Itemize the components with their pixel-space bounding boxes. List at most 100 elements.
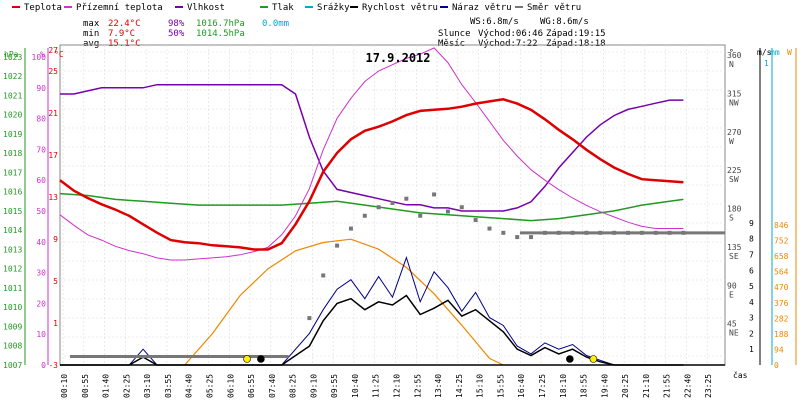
axis-percent-tick: 30 [36, 269, 46, 278]
x-tick-label: 06:55 [247, 374, 256, 398]
axis-celsius-tick: 27 [48, 46, 58, 55]
axis-direction-tick: SE [729, 252, 739, 261]
series-wind-speed [60, 294, 684, 366]
stats-moon-set: Západ:18:18 [546, 39, 606, 49]
legend-entry: Rychlost větru [362, 3, 438, 13]
series-layer [59, 47, 725, 366]
axis-watt-tick: 470 [774, 283, 789, 292]
axis-celsius-tick: 5 [53, 277, 58, 286]
axis-hpa-tick: 1017 [3, 168, 22, 177]
wind-direction-point [487, 226, 492, 231]
axis-degree-tick: 180 [727, 205, 742, 214]
axis-percent-label: % [40, 50, 45, 59]
axis-mm-label: mm [770, 48, 780, 57]
axis-watt-tick: 282 [774, 314, 789, 323]
stats-ws: WS:6.8m/s [470, 17, 519, 27]
x-tick-label: 18:55 [580, 374, 589, 398]
axis-celsius-tick: -3 [48, 361, 58, 370]
x-tick-label: 14:25 [455, 374, 464, 398]
axis-watt-tick: 846 [774, 221, 789, 230]
x-tick-label: 09:10 [309, 374, 318, 398]
axis-celsius-tick: 25 [48, 67, 58, 76]
x-tick-label: 03:55 [164, 374, 173, 398]
axis-hpa-tick: 1007 [3, 361, 22, 370]
x-tick-label: 17:25 [538, 374, 547, 398]
wind-direction-point [307, 316, 312, 321]
axis-hpa-tick: 1009 [3, 322, 22, 331]
x-tick-label: 23:25 [704, 374, 713, 398]
x-tick-label: 06:10 [226, 374, 235, 398]
axis-ms-tick: 5 [749, 282, 754, 291]
series-solar [184, 238, 504, 366]
axis-ms-tick: 1 [749, 345, 754, 354]
stats-moon-rise: Východ:7:22 [478, 39, 538, 49]
x-axis-label: čas [733, 370, 748, 380]
stats-rain: 0.0mm [262, 19, 289, 29]
legend-entry: Vlhkost [187, 3, 225, 13]
axis-degree-label: ° [729, 48, 734, 57]
axis-degree-tick: 360 [727, 51, 742, 60]
axis-percent-tick: 90 [36, 84, 46, 93]
wind-direction-point [418, 213, 423, 218]
axis-hpa-tick: 1016 [3, 188, 22, 197]
stats-sun-rise: Východ:06:46 [478, 29, 543, 39]
axis-hpa-tick: 1022 [3, 72, 22, 81]
axis-percent-tick: 80 [36, 115, 46, 124]
axis-hpa-tick: 1015 [3, 207, 22, 216]
axis-celsius-tick: 21 [48, 109, 58, 118]
x-tick-label: 21:10 [642, 374, 651, 398]
wind-direction-point [432, 192, 437, 197]
x-tick-label: 03:10 [143, 374, 152, 398]
x-tick-label: 01:40 [102, 374, 111, 398]
axis-ms-tick: 8 [749, 235, 754, 244]
axis-watt-tick: 376 [774, 299, 789, 308]
legend-entry: Směr větru [527, 3, 581, 13]
axis-celsius-tick: 1 [53, 319, 58, 328]
series-wind-gust [60, 256, 684, 366]
legend-entry: Přízemní teplota [76, 3, 163, 13]
stats-sun-set: Západ:19:15 [546, 29, 606, 39]
axis-hpa-tick: 1021 [3, 91, 22, 100]
legend-entry: Teplota [24, 3, 62, 13]
axis-percent-tick: 70 [36, 145, 46, 154]
x-tick-label: 05:25 [205, 374, 214, 398]
axis-watt-tick: 752 [774, 237, 789, 246]
stats-humidity: 50% [168, 29, 185, 39]
axis-hpa-tick: 1019 [3, 130, 22, 139]
axis-hpa-tick: 1011 [3, 284, 22, 293]
axis-hpa-tick: 1013 [3, 245, 22, 254]
chart-title: 17.9.2012 [365, 51, 430, 65]
x-tick-label: 04:40 [185, 374, 194, 398]
axis-mm-tick: 1 [764, 59, 769, 68]
series-ground-temp [59, 47, 684, 261]
axis-hpa-tick: 1023 [3, 53, 22, 62]
wind-direction-point [390, 200, 395, 205]
axis-watt-tick: 0 [774, 361, 779, 370]
wind-direction-point [473, 218, 478, 223]
axis-direction-tick: NW [729, 98, 739, 107]
axis-watt-label: W [787, 48, 792, 57]
axis-celsius-label: °C [54, 50, 64, 59]
axis-direction-tick: W [729, 137, 734, 146]
axis-ms-tick: 2 [749, 329, 754, 338]
axis-degree-tick: 90 [727, 281, 737, 290]
axis-percent-tick: 20 [36, 299, 46, 308]
sunrise-marker [257, 355, 265, 363]
sunset-marker [589, 355, 598, 363]
legend-entry: Tlak [272, 3, 294, 13]
x-tick-label: 16:40 [517, 374, 526, 398]
axis-ms-tick: 6 [749, 266, 754, 275]
x-tick-label: 00:10 [60, 374, 69, 398]
axis-watt-tick: 188 [774, 330, 789, 339]
axis-hpa-tick: 1020 [3, 111, 22, 120]
wind-direction-point [404, 196, 409, 201]
wind-direction-point [501, 230, 506, 235]
grid [60, 45, 725, 365]
stats-wg: WG:8.6m/s [540, 17, 589, 27]
moonrise-marker [243, 355, 251, 363]
legend-entry: Náraz větru [452, 3, 512, 13]
axis-direction-tick: NE [729, 329, 739, 338]
legend-entry: Srážky [317, 3, 350, 13]
wind-direction-point [515, 235, 520, 240]
